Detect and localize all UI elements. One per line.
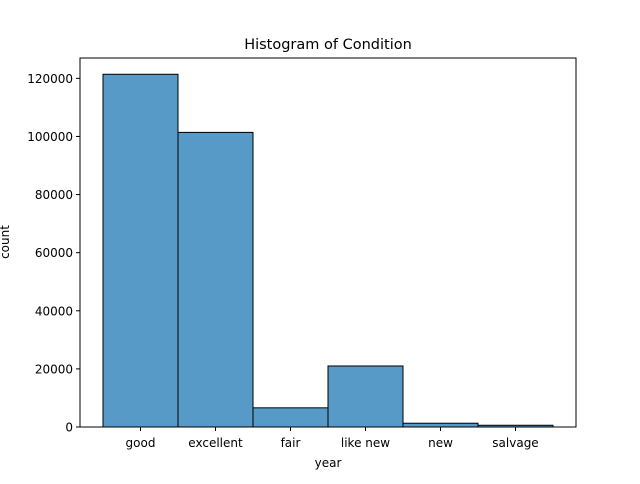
bar-like-new <box>327 365 404 428</box>
x-tick-label: salvage <box>492 436 538 450</box>
x-tick-label: good <box>126 436 156 450</box>
bar-fair <box>252 407 329 428</box>
x-axis-label: year <box>315 456 342 470</box>
chart-title: Histogram of Condition <box>244 37 412 53</box>
bars-layer <box>102 73 554 428</box>
y-tick-label: 0 <box>65 421 73 435</box>
y-axis-ticks: 0 20000 40000 60000 80000 100000 120000 <box>27 72 80 435</box>
y-axis-label: count <box>0 225 12 259</box>
bar-new <box>402 422 479 428</box>
y-tick-label: 120000 <box>27 72 73 86</box>
bar-excellent <box>177 131 254 428</box>
x-tick-label: new <box>428 436 453 450</box>
y-tick-label: 60000 <box>35 246 73 260</box>
x-axis-ticks: good excellent fair like new new salvage <box>126 427 539 450</box>
bar-good <box>102 73 179 428</box>
y-tick-label: 100000 <box>27 130 73 144</box>
x-tick-label: excellent <box>188 436 243 450</box>
axes-frame <box>79 57 577 428</box>
y-tick-label: 40000 <box>35 304 73 318</box>
x-tick-label: like new <box>341 436 390 450</box>
x-tick-label: fair <box>281 436 301 450</box>
y-tick-label: 80000 <box>35 188 73 202</box>
y-tick-label: 20000 <box>35 362 73 376</box>
